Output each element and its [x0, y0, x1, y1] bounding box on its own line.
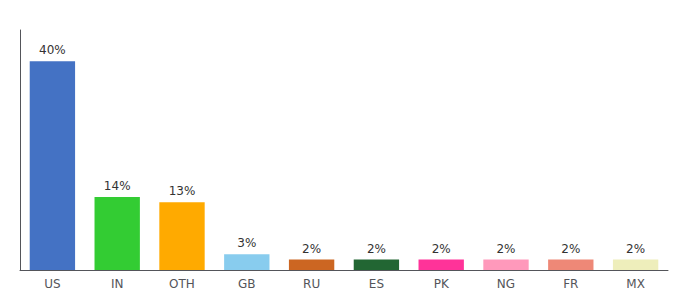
svg-text:14%: 14%: [104, 179, 131, 193]
svg-text:3%: 3%: [237, 236, 256, 250]
svg-text:13%: 13%: [169, 184, 196, 198]
svg-text:FR: FR: [563, 277, 578, 291]
svg-text:IN: IN: [111, 277, 124, 291]
svg-text:NG: NG: [497, 277, 515, 291]
svg-text:ES: ES: [369, 277, 384, 291]
svg-text:2%: 2%: [432, 242, 451, 256]
svg-text:40%: 40%: [39, 43, 66, 57]
svg-text:US: US: [44, 277, 60, 291]
svg-text:2%: 2%: [367, 242, 386, 256]
svg-text:OTH: OTH: [169, 277, 195, 291]
svg-text:2%: 2%: [302, 242, 321, 256]
svg-text:2%: 2%: [561, 242, 580, 256]
svg-text:PK: PK: [434, 277, 450, 291]
svg-text:MX: MX: [626, 277, 645, 291]
svg-text:GB: GB: [238, 277, 256, 291]
svg-text:2%: 2%: [626, 242, 645, 256]
svg-text:2%: 2%: [496, 242, 515, 256]
svg-text:RU: RU: [303, 277, 320, 291]
